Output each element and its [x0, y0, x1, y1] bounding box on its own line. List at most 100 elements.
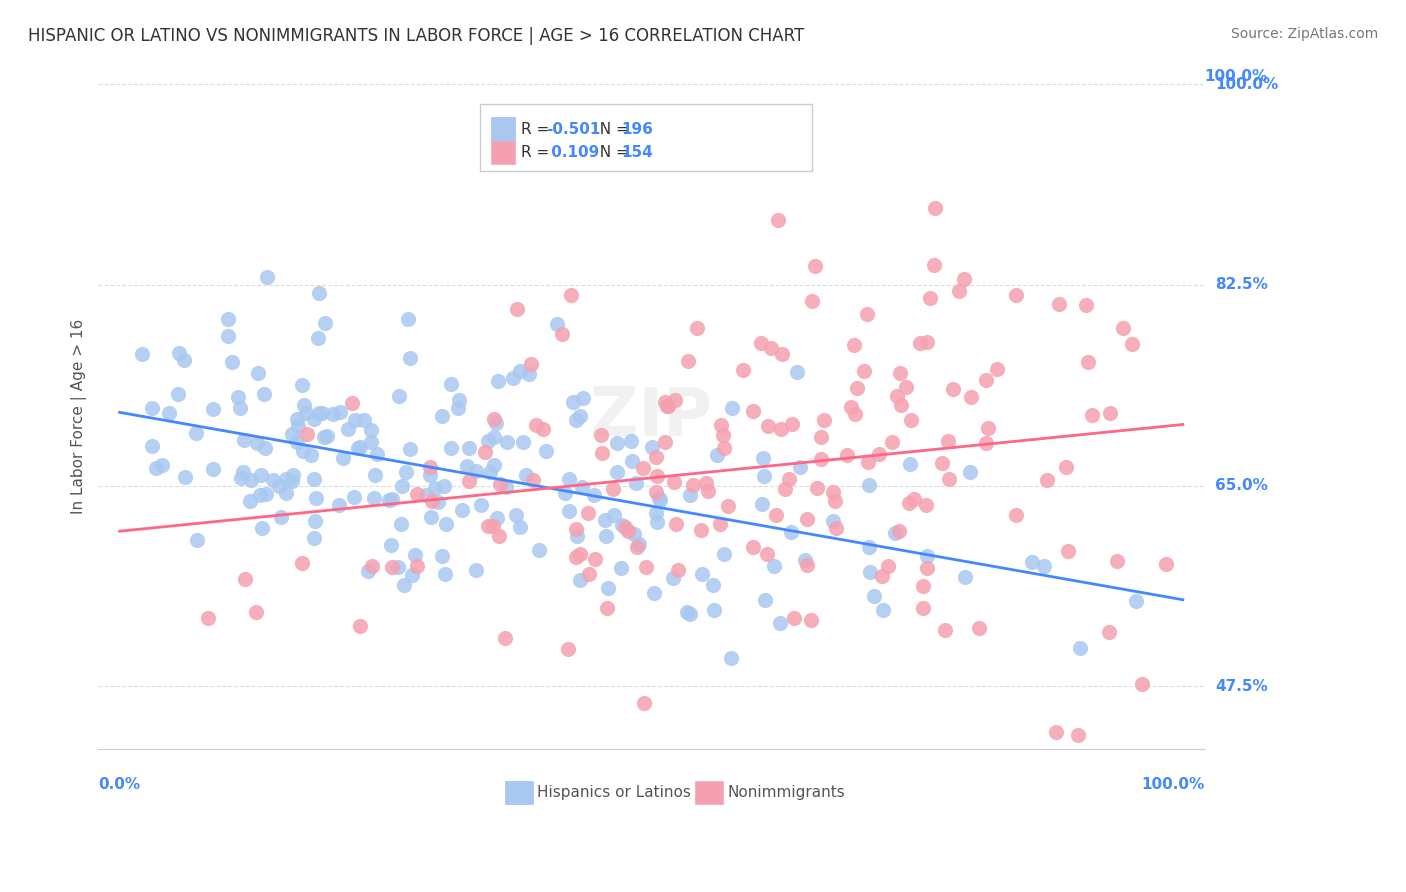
- Point: [934, 624, 956, 638]
- Point: [769, 616, 792, 631]
- Point: [167, 346, 190, 360]
- Point: [974, 373, 997, 387]
- Point: [778, 472, 800, 486]
- Point: [749, 336, 772, 351]
- Point: [903, 492, 925, 507]
- Point: [858, 454, 880, 468]
- Point: [938, 472, 960, 486]
- Point: [246, 366, 269, 380]
- Point: [780, 525, 803, 540]
- Point: [751, 496, 773, 510]
- Point: [292, 398, 315, 412]
- Point: [285, 412, 308, 426]
- Point: [1081, 408, 1104, 422]
- Point: [349, 619, 371, 633]
- Point: [796, 512, 818, 526]
- Point: [648, 491, 671, 505]
- Text: Source: ZipAtlas.com: Source: ZipAtlas.com: [1230, 27, 1378, 41]
- Point: [434, 567, 457, 582]
- Text: N =: N =: [591, 122, 634, 137]
- Point: [759, 341, 782, 355]
- Point: [713, 442, 735, 456]
- Point: [578, 566, 600, 581]
- Point: [270, 510, 292, 524]
- Point: [662, 475, 685, 490]
- Text: 100.0%: 100.0%: [1215, 77, 1278, 92]
- Point: [249, 488, 271, 502]
- Point: [364, 468, 387, 483]
- Point: [1005, 508, 1028, 522]
- Point: [509, 520, 531, 534]
- Point: [621, 453, 644, 467]
- Point: [433, 478, 456, 492]
- Point: [1056, 544, 1078, 558]
- Point: [917, 561, 939, 575]
- Point: [569, 547, 592, 561]
- Point: [336, 422, 359, 436]
- Point: [612, 517, 634, 532]
- Point: [801, 293, 824, 308]
- Point: [1021, 555, 1043, 569]
- Point: [291, 378, 314, 392]
- Point: [842, 338, 865, 352]
- Point: [589, 428, 612, 442]
- Point: [859, 565, 882, 579]
- Point: [131, 347, 153, 361]
- Point: [780, 417, 803, 431]
- Point: [568, 573, 591, 587]
- Bar: [491, 141, 515, 164]
- Point: [534, 444, 557, 458]
- Point: [1107, 554, 1129, 568]
- Point: [173, 470, 195, 484]
- Point: [529, 542, 551, 557]
- Point: [645, 468, 668, 483]
- Point: [758, 418, 780, 433]
- Point: [731, 363, 754, 377]
- Text: Nonimmigrants: Nonimmigrants: [727, 785, 845, 800]
- Point: [562, 395, 585, 409]
- Point: [406, 558, 429, 573]
- Point: [595, 528, 617, 542]
- Point: [357, 564, 380, 578]
- Point: [769, 422, 792, 436]
- Point: [616, 524, 638, 539]
- Point: [583, 487, 606, 501]
- Point: [328, 498, 350, 512]
- Point: [558, 472, 581, 486]
- Text: 65.0%: 65.0%: [1215, 478, 1268, 493]
- Point: [648, 492, 671, 507]
- Point: [292, 444, 315, 458]
- Point: [167, 386, 190, 401]
- Point: [695, 475, 717, 490]
- Point: [702, 578, 724, 592]
- Point: [482, 412, 505, 426]
- Point: [1069, 640, 1091, 655]
- Point: [889, 366, 911, 380]
- Point: [654, 434, 676, 449]
- Point: [287, 418, 309, 433]
- Point: [201, 401, 224, 416]
- Point: [890, 398, 912, 412]
- Point: [645, 450, 668, 464]
- Point: [931, 456, 953, 470]
- Point: [977, 420, 1000, 434]
- Point: [606, 465, 628, 479]
- Point: [250, 467, 273, 482]
- Point: [304, 514, 326, 528]
- Point: [824, 493, 846, 508]
- Point: [690, 567, 713, 582]
- Point: [924, 201, 946, 215]
- Point: [343, 491, 366, 505]
- Point: [440, 442, 463, 456]
- Point: [360, 435, 382, 450]
- Point: [948, 284, 970, 298]
- Point: [512, 434, 534, 449]
- Point: [841, 401, 863, 415]
- Point: [229, 401, 252, 416]
- Point: [883, 525, 905, 540]
- Point: [481, 519, 503, 533]
- Point: [322, 407, 344, 421]
- Point: [450, 503, 472, 517]
- Text: 100.0%: 100.0%: [1204, 69, 1267, 84]
- Point: [262, 474, 284, 488]
